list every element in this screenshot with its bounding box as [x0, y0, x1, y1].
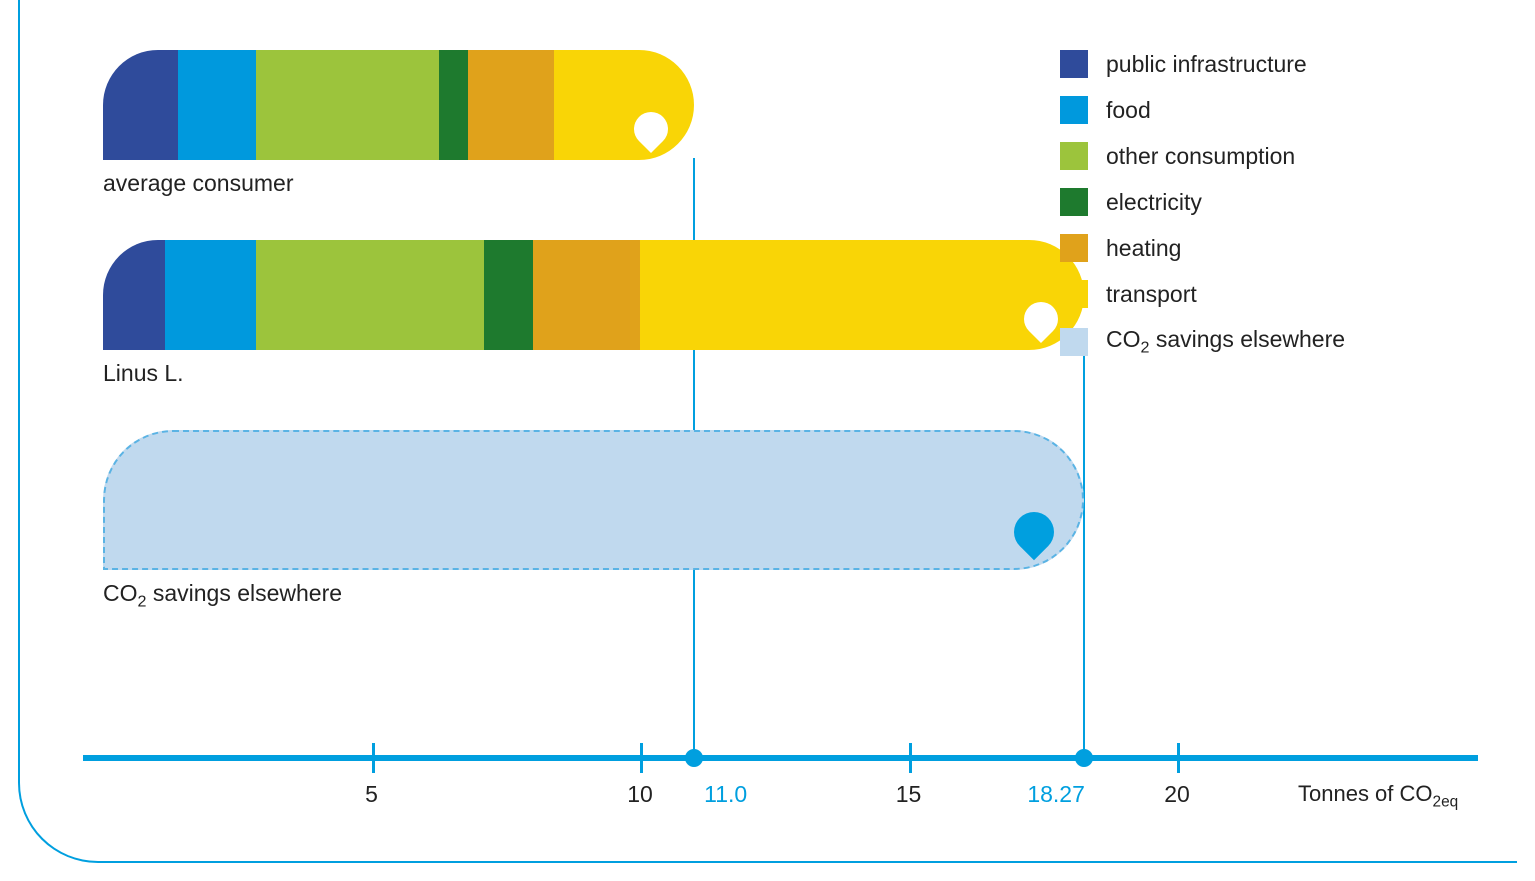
axis-tick-label: 10	[627, 781, 653, 808]
axis-marker-dot	[1075, 749, 1093, 767]
legend-label: electricity	[1106, 189, 1202, 216]
bar-linus	[103, 240, 1084, 350]
bar-label-linus: Linus L.	[103, 360, 184, 387]
segment-food	[178, 50, 256, 160]
axis-tick	[909, 743, 912, 773]
legend-item-heating: heating	[1060, 234, 1345, 262]
legend-swatch	[1060, 188, 1088, 216]
axis-tick-label: 20	[1164, 781, 1190, 808]
chart-area: average consumer Linus L. CO2 savings else…	[103, 50, 1473, 850]
legend-item-food: food	[1060, 96, 1345, 124]
axis-marker-dot	[685, 749, 703, 767]
segment-transport	[640, 240, 1084, 350]
legend-swatch	[1060, 142, 1088, 170]
legend-item-transport: transport	[1060, 280, 1345, 308]
legend-swatch	[1060, 280, 1088, 308]
legend-label: transport	[1106, 281, 1197, 308]
segment-public_infrastructure	[103, 50, 178, 160]
segment-public_infrastructure	[103, 240, 165, 350]
bar-label-average: average consumer	[103, 170, 294, 197]
legend-label: heating	[1106, 235, 1181, 262]
segment-transport	[554, 50, 694, 160]
axis-tick	[1177, 743, 1180, 773]
legend-item-electricity: electricity	[1060, 188, 1345, 216]
legend-swatch	[1060, 50, 1088, 78]
axis-title: Tonnes of CO2eq	[1298, 781, 1458, 811]
legend-item-savings: CO2 savings elsewhere	[1060, 326, 1345, 358]
axis-tick	[372, 743, 375, 773]
legend-label: CO2 savings elsewhere	[1106, 326, 1345, 358]
bar-average	[103, 50, 694, 160]
axis-tick-label: 15	[896, 781, 922, 808]
segment-other_consumption	[256, 240, 484, 350]
marker-line-linus	[1083, 348, 1085, 759]
segment-electricity	[439, 50, 469, 160]
x-axis: 510152011.018.27Tonnes of CO2eq	[83, 755, 1478, 761]
axis-marker-label: 11.0	[704, 781, 747, 808]
segment-other_consumption	[256, 50, 439, 160]
axis-tick	[640, 743, 643, 773]
segment-heating	[468, 50, 554, 160]
legend: public infrastructure food other consumpti…	[1060, 50, 1345, 376]
segment-electricity	[484, 240, 532, 350]
legend-swatch	[1060, 328, 1088, 356]
savings-bar-label: CO2 savings elsewhere	[103, 580, 342, 612]
savings-bar	[103, 430, 1084, 570]
legend-label: food	[1106, 97, 1151, 124]
segment-food	[165, 240, 256, 350]
legend-swatch	[1060, 96, 1088, 124]
axis-marker-label: 18.27	[1027, 781, 1085, 808]
legend-swatch	[1060, 234, 1088, 262]
legend-label: public infrastructure	[1106, 51, 1307, 78]
axis-tick-label: 5	[365, 781, 378, 808]
legend-label: other consumption	[1106, 143, 1295, 170]
legend-item-public_infrastructure: public infrastructure	[1060, 50, 1345, 78]
legend-item-other_consumption: other consumption	[1060, 142, 1345, 170]
segment-heating	[533, 240, 640, 350]
